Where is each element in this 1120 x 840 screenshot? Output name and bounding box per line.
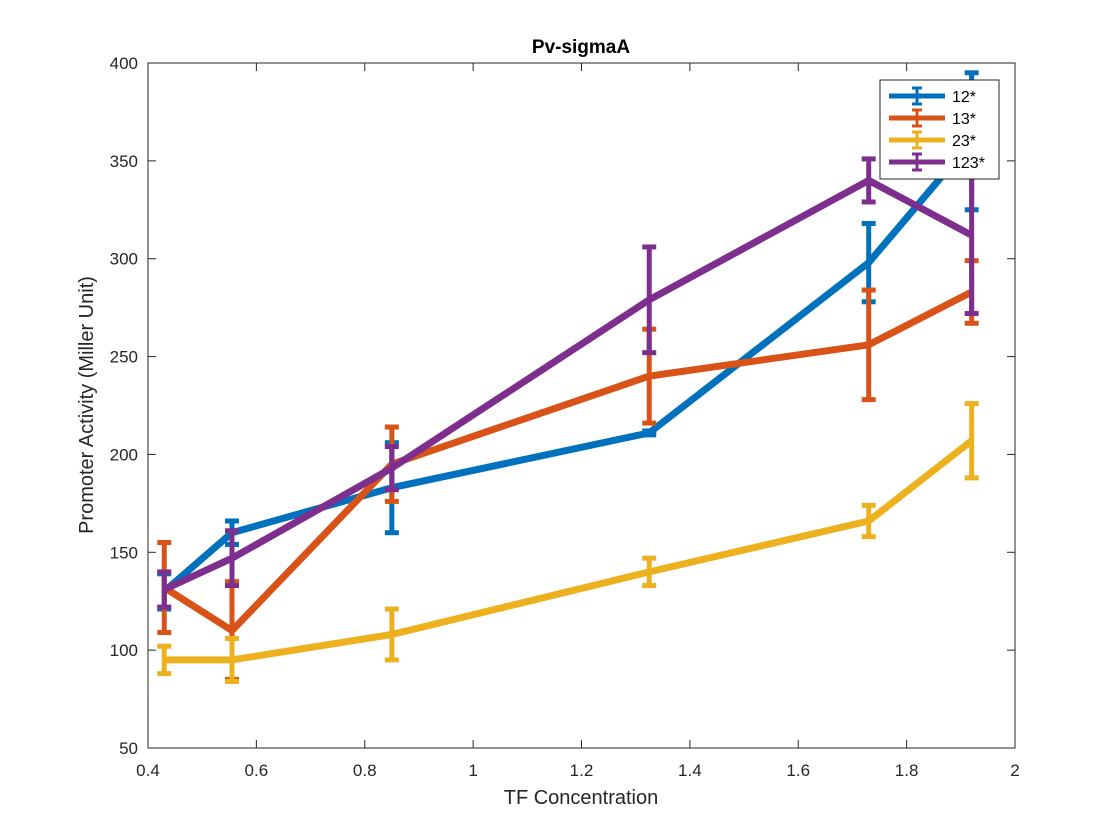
- error-bar: [384, 444, 399, 493]
- legend-entry: 123*: [889, 152, 985, 172]
- legend-label: 13*: [952, 111, 976, 128]
- x-axis-title: TF Concentration: [504, 787, 659, 809]
- error-bar: [861, 502, 876, 540]
- y-tick-label: 100: [110, 641, 138, 660]
- y-tick-label: 300: [110, 250, 138, 269]
- series-line: [162, 139, 975, 595]
- error-bar: [157, 643, 172, 677]
- y-tick-label: 200: [110, 445, 138, 464]
- legend-label: 23*: [952, 133, 976, 150]
- error-bar: [224, 635, 239, 684]
- y-tick-label: 250: [110, 348, 138, 367]
- series-line: [164, 437, 974, 664]
- chart-title: Pv-sigmaA: [532, 37, 630, 58]
- legend: 12* 13* 23* 123*: [879, 79, 1000, 180]
- error-bar: [642, 555, 657, 589]
- legend-entry: 23*: [889, 130, 976, 150]
- error-bar: [384, 606, 399, 663]
- x-tick-label: 2: [1010, 761, 1019, 780]
- error-bar: [157, 569, 172, 610]
- y-tick-label: 350: [110, 152, 138, 171]
- error-bar: [642, 244, 657, 356]
- series-123*: [157, 154, 979, 610]
- ticks-layer: 0.4 0.6 0.8 1 1.2 1.4 1.6 1.8 250100150200250300…: [110, 54, 1020, 780]
- series-23*: [157, 401, 979, 684]
- y-tick-label: 150: [110, 543, 138, 562]
- x-tick-label: 1.6: [786, 761, 810, 780]
- error-bar: [861, 287, 876, 403]
- error-bar: [642, 428, 657, 438]
- series-line: [162, 176, 974, 593]
- legend-entry: 13*: [889, 108, 976, 128]
- x-tick-label: 1: [468, 761, 477, 780]
- x-tick-label: 1.8: [895, 761, 919, 780]
- y-axis-title: Promoter Activity (Miller Unit): [76, 276, 98, 534]
- error-bar: [861, 156, 876, 205]
- legend-entry: 12*: [889, 86, 976, 106]
- error-bar: [964, 401, 979, 481]
- series-line: [162, 288, 974, 635]
- x-tick-label: 0.6: [245, 761, 269, 780]
- x-tick-label: 1.2: [570, 761, 594, 780]
- legend-label: 123*: [952, 155, 985, 172]
- y-tick-label: 50: [119, 739, 138, 758]
- y-tick-label: 400: [110, 54, 138, 73]
- series-layer: [157, 70, 979, 684]
- legend-label: 12*: [952, 89, 976, 106]
- x-tick-label: 0.8: [353, 761, 377, 780]
- x-tick-label: 0.4: [136, 761, 160, 780]
- x-tick-label: 1.4: [678, 761, 702, 780]
- error-bar: [224, 528, 239, 589]
